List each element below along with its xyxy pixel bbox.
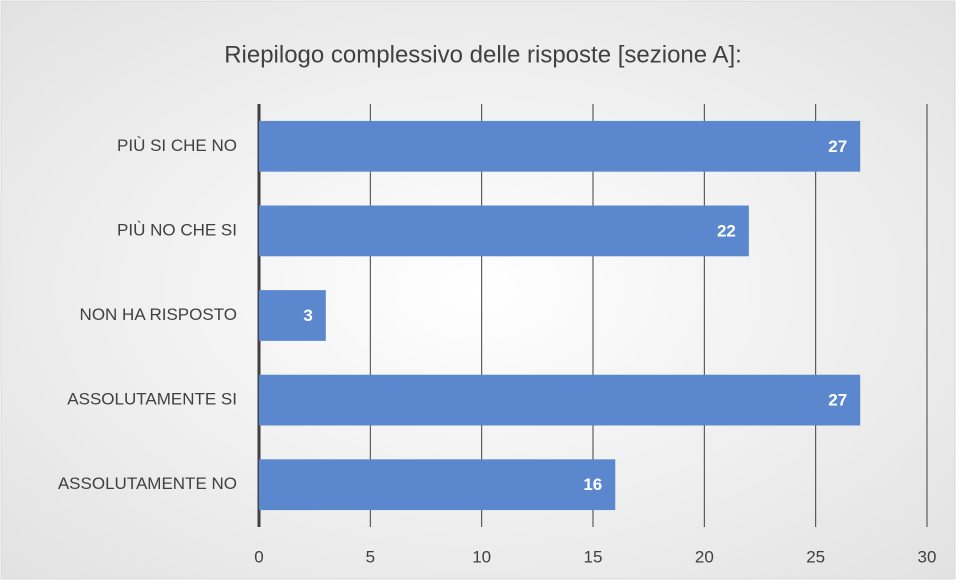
x-tick-label: 25 bbox=[806, 547, 825, 566]
x-tick-label: 0 bbox=[254, 547, 263, 566]
y-tick-label: ASSOLUTAMENTE NO bbox=[58, 474, 237, 493]
data-label: 3 bbox=[303, 306, 312, 325]
bar bbox=[259, 374, 861, 426]
x-tick-label: 10 bbox=[472, 547, 491, 566]
y-tick-label: PIÙ SI CHE NO bbox=[117, 136, 237, 155]
x-tick-label: 30 bbox=[918, 547, 937, 566]
data-label: 27 bbox=[828, 137, 847, 156]
data-label: 27 bbox=[828, 391, 847, 410]
bar bbox=[259, 459, 616, 511]
x-tick-label: 5 bbox=[366, 547, 375, 566]
data-label: 22 bbox=[717, 221, 736, 240]
bar bbox=[259, 290, 326, 341]
bar bbox=[259, 205, 749, 257]
y-tick-label: ASSOLUTAMENTE SI bbox=[67, 390, 237, 409]
data-label: 16 bbox=[583, 475, 602, 494]
y-tick-label: PIÙ NO CHE SI bbox=[117, 220, 237, 239]
x-tick-label: 15 bbox=[584, 547, 603, 566]
chart-title: Riepilogo complessivo delle risposte [se… bbox=[224, 41, 742, 68]
bar bbox=[259, 120, 861, 172]
y-tick-label: NON HA RISPOSTO bbox=[80, 305, 237, 324]
x-tick-label: 20 bbox=[695, 547, 714, 566]
